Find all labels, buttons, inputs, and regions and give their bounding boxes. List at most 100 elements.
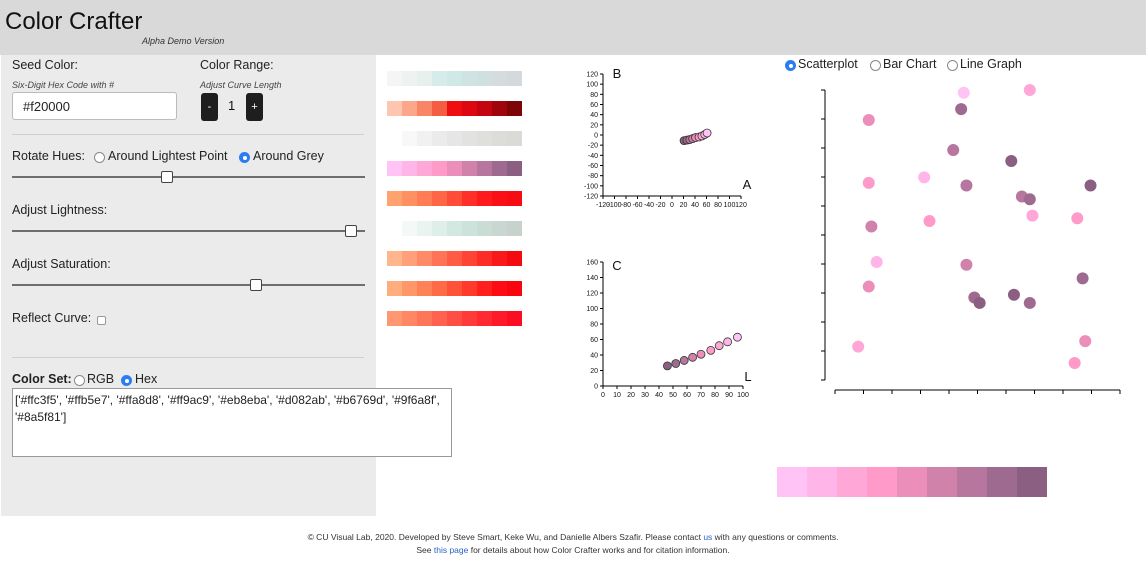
y-tick-label: 0 [594, 384, 598, 391]
palette-swatch [432, 101, 447, 116]
scatter-point [1068, 357, 1081, 369]
color-set-hex-label[interactable]: Hex [135, 372, 158, 386]
palette-swatch [417, 191, 432, 206]
palette-swatch [477, 191, 492, 206]
palette-swatch [807, 467, 837, 497]
palette-swatch [507, 131, 522, 146]
palette-swatch [477, 311, 492, 326]
scatter-point [918, 171, 931, 184]
palette-swatch [897, 467, 927, 497]
y-tick-label: -80 [588, 173, 598, 180]
palette-swatch [447, 71, 462, 86]
x-tick-label: 70 [697, 392, 705, 399]
x-tick-label: 80 [714, 202, 722, 209]
palette-swatch [1017, 467, 1047, 497]
palette-swatch [417, 311, 432, 326]
palette-swatch [417, 221, 432, 236]
palette-swatch [447, 251, 462, 266]
saturation-slider[interactable] [12, 284, 365, 286]
y-tick-label: -60 [588, 163, 598, 170]
footer-text: © CU Visual Lab, 2020. Developed by Stev… [307, 532, 704, 542]
y-tick-label: 140 [586, 275, 598, 282]
x-tick-label: 60 [683, 392, 691, 399]
palette-ramp[interactable] [387, 161, 522, 176]
increment-range-button[interactable]: + [246, 93, 263, 121]
palette-swatch [492, 221, 507, 236]
plot-label-a: A [743, 177, 752, 192]
plot-label-l: L [744, 369, 751, 384]
x-tick-label: 30 [641, 392, 649, 399]
palette-swatch [462, 71, 477, 86]
palette-swatch [477, 161, 492, 176]
x-tick-label: 120 [735, 202, 747, 209]
scatter-point [862, 114, 875, 127]
x-tick-label: -60 [632, 202, 642, 209]
palette-ramp[interactable] [387, 131, 522, 146]
line-graph-label[interactable]: Line Graph [960, 57, 1022, 71]
saturation-slider-handle[interactable] [249, 279, 262, 291]
bar-chart-radio[interactable] [870, 60, 881, 71]
palette-swatch [432, 71, 447, 86]
palette-swatch [492, 281, 507, 296]
selected-palette-preview [777, 467, 1047, 497]
palette-swatch [462, 101, 477, 116]
color-set-hex-radio[interactable] [121, 375, 132, 386]
x-tick-label: 100 [724, 202, 736, 209]
seed-color-input[interactable] [12, 92, 177, 120]
y-tick-label: -40 [588, 153, 598, 160]
app-header: Color Crafter Alpha Demo Version [0, 0, 1146, 55]
palette-ramp[interactable] [387, 311, 522, 326]
bar-chart-label[interactable]: Bar Chart [883, 57, 937, 71]
palette-ramp[interactable] [387, 251, 522, 266]
lightness-slider-handle[interactable] [344, 225, 357, 237]
palette-swatch [507, 221, 522, 236]
color-set-label: Color Set: [12, 372, 72, 386]
line-graph-radio[interactable] [947, 60, 958, 71]
x-tick-label: 0 [601, 392, 605, 399]
rotate-lightest-label[interactable]: Around Lightest Point [108, 149, 228, 163]
y-tick-label: 80 [590, 92, 598, 99]
x-tick-label: 90 [725, 392, 733, 399]
color-set-output[interactable]: ['#ffc3f5', '#ffb5e7', '#ffa8d8', '#ff9a… [12, 388, 452, 457]
x-tick-label: -80 [621, 202, 631, 209]
info-page-link[interactable]: this page [433, 545, 469, 555]
palette-ramp[interactable] [387, 71, 522, 86]
color-set-rgb-label[interactable]: RGB [87, 372, 115, 386]
contact-link[interactable]: us [703, 532, 713, 542]
palette-swatch [462, 251, 477, 266]
x-tick-label: 0 [670, 202, 674, 209]
rotate-hues-slider[interactable] [12, 176, 365, 178]
palette-swatch [837, 467, 867, 497]
lightness-slider[interactable] [12, 230, 365, 232]
scatter-point [955, 103, 968, 116]
palette-swatch [492, 251, 507, 266]
palette-swatch [507, 191, 522, 206]
palette-swatch [492, 161, 507, 176]
y-tick-label: 20 [590, 122, 598, 129]
scatter-point [1023, 84, 1036, 96]
decrement-range-button[interactable]: - [201, 93, 218, 121]
palette-ramp[interactable] [387, 191, 522, 206]
footer-text: for details about how Color Crafter work… [468, 545, 730, 555]
y-tick-label: 100 [586, 306, 598, 313]
palette-ramp[interactable] [387, 281, 522, 296]
y-tick-label: 60 [590, 102, 598, 109]
rotate-hues-label: Rotate Hues: [12, 149, 85, 163]
scatterplot-radio[interactable] [785, 60, 796, 71]
rotate-grey-label[interactable]: Around Grey [253, 149, 324, 163]
palette-ramp[interactable] [387, 221, 522, 236]
scatterplot-label[interactable]: Scatterplot [798, 57, 858, 71]
reflect-curve-checkbox[interactable] [97, 316, 106, 325]
scatter-point [1026, 209, 1039, 222]
palette-swatch [477, 251, 492, 266]
rotate-lightest-radio[interactable] [94, 152, 105, 163]
palette-ramp[interactable] [387, 101, 522, 116]
scatter-point [947, 144, 960, 157]
palette-swatch [402, 311, 417, 326]
x-tick-label: 40 [691, 202, 699, 209]
y-tick-label: 40 [590, 112, 598, 119]
palette-swatch [387, 251, 402, 266]
rotate-grey-radio[interactable] [239, 152, 250, 163]
rotate-hues-slider-handle[interactable] [161, 171, 174, 183]
color-set-rgb-radio[interactable] [74, 375, 85, 386]
